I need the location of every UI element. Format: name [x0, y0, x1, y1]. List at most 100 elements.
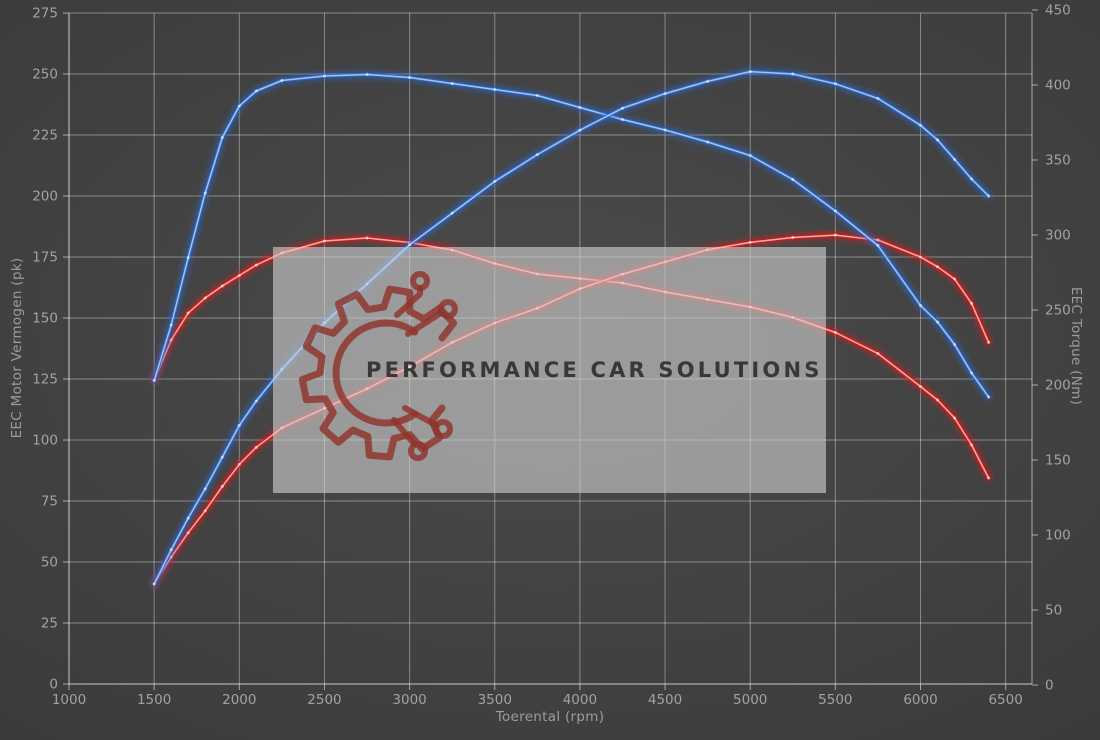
data-point-marker	[791, 178, 795, 181]
y-right-tick-label: 300	[1045, 228, 1071, 244]
data-point-marker	[220, 455, 224, 459]
circuit-trace-icon	[405, 310, 444, 337]
data-point-marker	[237, 462, 241, 466]
y-left-tick-label: 50	[41, 555, 58, 571]
data-point-marker	[970, 177, 974, 181]
data-point-marker	[919, 123, 922, 127]
data-point-marker	[748, 154, 752, 157]
x-tick-label: 3500	[478, 692, 512, 708]
circuit-node-icon	[408, 441, 428, 461]
data-point-marker	[203, 296, 207, 300]
y-right-tick-label: 450	[1045, 3, 1071, 19]
y-axis-left-title: EEC Motor Vermogen (pk)	[9, 257, 25, 439]
data-point-marker	[254, 445, 258, 449]
y-right-tick-label: 200	[1045, 378, 1071, 394]
circuit-node-icon	[410, 271, 430, 291]
y-left-tick-label: 150	[32, 311, 58, 327]
curve-koppel-tuned	[150, 70, 993, 401]
data-point-marker	[833, 331, 837, 334]
data-point-marker	[203, 509, 207, 513]
x-tick-label: 2500	[307, 692, 341, 708]
data-point-marker	[254, 89, 258, 93]
circuit-node-icon	[438, 299, 458, 319]
circuit-node-icon	[433, 419, 453, 439]
data-point-marker	[493, 179, 497, 183]
data-point-marker	[919, 255, 922, 259]
data-point-marker	[280, 79, 284, 82]
gear-c-opening-icon	[332, 319, 419, 427]
data-point-marker	[706, 79, 710, 83]
y-left-tick-label: 25	[41, 616, 58, 632]
data-point-marker	[987, 340, 991, 344]
data-point-marker	[936, 320, 940, 324]
data-point-marker	[936, 398, 940, 402]
data-point-marker	[186, 256, 190, 259]
data-point-marker	[970, 371, 974, 375]
curve-vermogen-tuned	[150, 67, 993, 588]
x-tick-label: 6000	[903, 692, 937, 708]
data-point-marker	[833, 233, 837, 237]
data-point-marker	[450, 211, 454, 215]
data-point-marker	[876, 96, 880, 100]
data-point-marker	[748, 240, 752, 244]
y-left-tick-label: 75	[41, 494, 58, 510]
y-left-tick-label: 225	[32, 128, 58, 144]
data-point-marker	[987, 476, 991, 480]
data-point-marker	[578, 128, 582, 132]
data-point-marker	[408, 76, 412, 79]
data-point-marker	[953, 416, 957, 420]
axes	[63, 9, 1038, 690]
data-point-marker	[620, 106, 624, 110]
data-point-marker	[186, 516, 190, 520]
data-point-marker	[220, 136, 224, 139]
x-axis-title: Toerental (rpm)	[495, 709, 605, 725]
y-left-tick-label: 175	[32, 250, 58, 266]
data-point-marker	[876, 244, 880, 247]
x-tick-label: 2000	[222, 692, 256, 708]
data-point-marker	[220, 484, 224, 488]
data-point-marker	[936, 138, 940, 142]
data-point-marker	[365, 73, 369, 76]
data-point-marker	[237, 423, 241, 427]
data-point-marker	[186, 531, 190, 535]
data-point-marker	[237, 274, 241, 277]
data-point-marker	[237, 104, 241, 108]
watermark-text: PERFORMANCE CAR SOLUTIONS	[366, 357, 823, 382]
data-point-marker	[365, 236, 369, 240]
data-point-marker	[152, 582, 156, 586]
data-point-marker	[578, 106, 582, 109]
y-right-tick-label: 150	[1045, 453, 1071, 469]
data-point-marker	[203, 191, 207, 195]
data-point-marker	[791, 72, 795, 76]
x-tick-label: 1000	[52, 692, 86, 708]
y-right-tick-label: 400	[1045, 78, 1071, 94]
data-point-marker	[152, 379, 156, 382]
data-point-marker	[220, 284, 224, 288]
data-point-marker	[620, 118, 624, 121]
y-right-tick-label: 0	[1045, 678, 1054, 694]
data-point-marker	[663, 128, 667, 132]
x-tick-label: 5000	[733, 692, 767, 708]
data-point-marker	[535, 153, 539, 157]
data-point-marker	[706, 140, 710, 144]
gear-teeth-icon	[298, 285, 458, 461]
data-point-marker	[748, 70, 752, 74]
x-tick-label: 6500	[988, 692, 1022, 708]
data-point-marker	[408, 243, 412, 247]
data-point-marker	[203, 487, 207, 491]
data-point-marker	[953, 343, 957, 346]
y-left-tick-label: 250	[32, 67, 58, 83]
data-point-marker	[987, 395, 991, 399]
data-point-marker	[663, 92, 667, 96]
y-right-tick-label: 50	[1045, 603, 1062, 619]
y-left-tick-label: 275	[32, 6, 58, 22]
data-point-marker	[876, 352, 880, 355]
data-point-marker	[953, 157, 957, 161]
data-point-marker	[953, 277, 957, 281]
watermark	[273, 247, 826, 493]
y-axis-right-title: EEC Torque (Nm)	[1068, 286, 1084, 406]
tick-labels: 1000 1500 2000 2500 3000 3500 4000 4500 5000 5500…	[32, 3, 1071, 709]
data-point-marker	[833, 82, 837, 86]
